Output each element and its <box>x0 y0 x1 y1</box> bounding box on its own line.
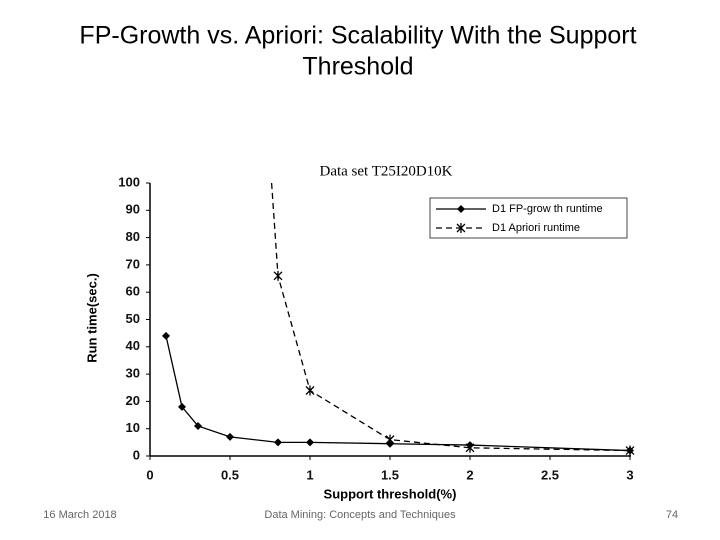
data-point <box>273 270 283 281</box>
x-tick-label: 2.5 <box>541 467 559 482</box>
x-tick-label: 1.5 <box>381 467 399 482</box>
data-point <box>625 445 635 456</box>
y-tick-label: 80 <box>126 229 140 244</box>
data-point <box>178 402 186 411</box>
series-line <box>270 183 631 452</box>
y-tick-label: 0 <box>133 447 140 462</box>
y-axis-label: Run time(sec.) <box>84 273 99 363</box>
series-line <box>165 335 631 452</box>
y-tick-label: 100 <box>118 174 140 189</box>
y-tick-label: 70 <box>126 256 140 271</box>
legend-box <box>429 197 628 239</box>
legend-marker <box>456 223 466 233</box>
y-tick-label: 30 <box>126 366 140 381</box>
x-axis-label: Support threshold(%) <box>324 486 457 501</box>
slide-title-line: FP-Growth vs. Apriori: Scalability With … <box>79 22 636 50</box>
x-tick-label: 2 <box>466 467 473 482</box>
slide-title-line: Threshold <box>302 53 413 81</box>
y-tick-label: 90 <box>126 202 140 217</box>
chart-title: Data set T25I20D10K <box>319 163 452 179</box>
data-point <box>226 432 234 441</box>
x-tick-label: 0 <box>146 467 153 482</box>
legend-label: D1 Apriori runtime <box>492 222 580 234</box>
footer-date: 16 March 2018 <box>43 509 116 521</box>
y-tick-label: 40 <box>126 338 140 353</box>
footer-page: 74 <box>666 509 678 521</box>
legend-marker <box>457 205 465 213</box>
y-tick-label: 20 <box>126 393 140 408</box>
x-tick-label: 1 <box>306 467 313 482</box>
y-tick-label: 10 <box>126 420 140 435</box>
data-point <box>274 438 282 447</box>
legend-label: D1 FP-grow th runtime <box>492 203 603 215</box>
data-point <box>305 385 315 396</box>
data-point <box>306 438 314 447</box>
x-tick-label: 0.5 <box>221 467 239 482</box>
footer-center: Data Mining: Concepts and Techniques <box>264 509 456 521</box>
y-tick-label: 50 <box>126 311 140 326</box>
data-point <box>162 331 170 340</box>
data-point <box>465 442 475 453</box>
x-tick-label: 3 <box>626 467 633 482</box>
data-point <box>385 434 395 445</box>
data-point <box>194 421 202 430</box>
y-tick-label: 60 <box>126 284 140 299</box>
